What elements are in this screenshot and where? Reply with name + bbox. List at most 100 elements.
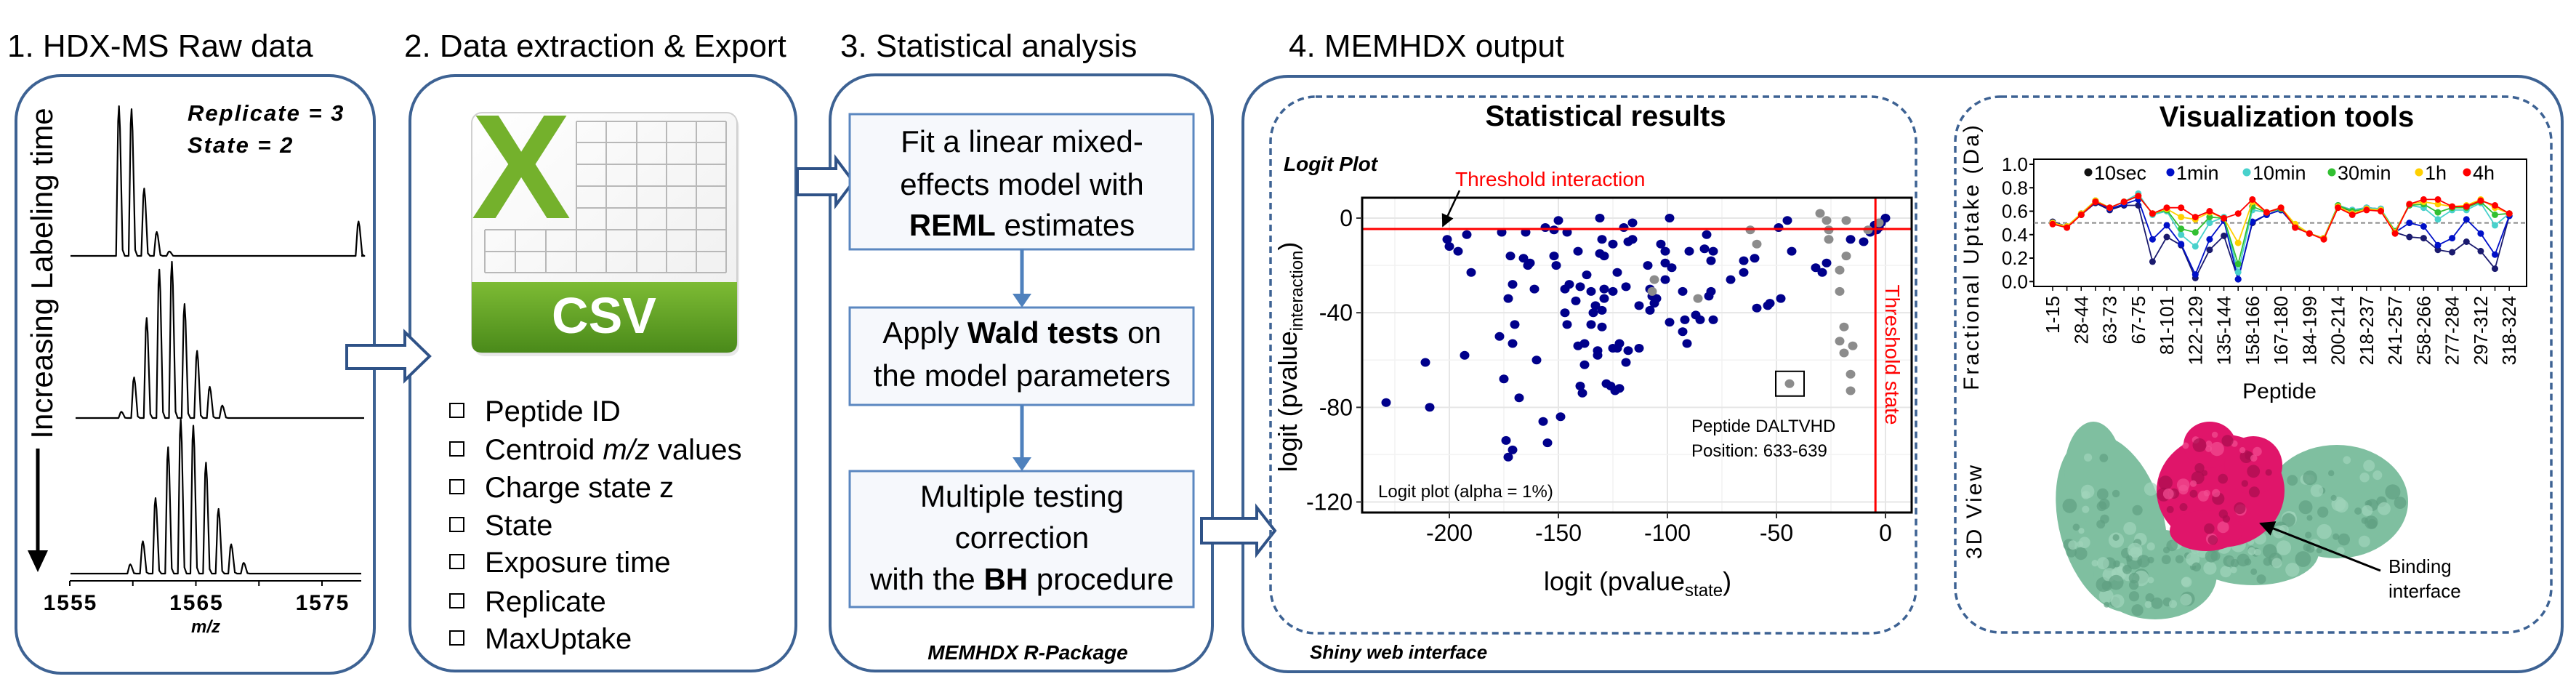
surface-bump xyxy=(2239,447,2246,454)
data-point xyxy=(1678,286,1688,296)
x-tick-label: 1-15 xyxy=(2042,296,2064,334)
data-point xyxy=(1706,256,1716,265)
series-point xyxy=(2206,246,2213,254)
surface-bump xyxy=(2230,566,2237,574)
surface-bump xyxy=(2310,484,2324,497)
data-point xyxy=(1582,270,1592,280)
series-point xyxy=(2178,204,2185,212)
data-point xyxy=(1531,355,1542,365)
mz-tick-label: 1555 xyxy=(44,591,98,615)
data-point xyxy=(1540,223,1550,232)
x-tick-label: 258-266 xyxy=(2412,296,2434,365)
csv-icon-text: CSV xyxy=(552,287,656,344)
surface-bump xyxy=(2096,501,2107,512)
surface-bump xyxy=(2158,475,2173,490)
x-tick-label: 63-73 xyxy=(2099,296,2121,345)
data-point xyxy=(1599,252,1609,261)
series-point xyxy=(2434,201,2442,208)
surface-bump xyxy=(2204,523,2215,534)
r-package-label: MEMHDX R-Package xyxy=(927,641,1127,664)
data-point xyxy=(1695,315,1705,324)
legend-label: 1min xyxy=(2176,162,2219,184)
series-point xyxy=(2206,208,2213,214)
mz-tick-label: 1575 xyxy=(296,591,350,615)
threshold-state-label: Threshold state xyxy=(1881,285,1904,425)
data-point xyxy=(1555,412,1566,422)
surface-bump xyxy=(2128,572,2140,584)
data-point xyxy=(1597,305,1607,315)
data-point xyxy=(1660,258,1670,268)
flow-arrow-3-to-4 xyxy=(1200,503,1277,558)
surface-bump xyxy=(2182,442,2189,449)
data-point xyxy=(1381,398,1391,407)
shiny-interface-label: Shiny web interface xyxy=(1310,641,1487,663)
surface-bump xyxy=(2330,494,2337,502)
data-point xyxy=(1824,235,1834,244)
data-point xyxy=(1553,216,1563,225)
data-point xyxy=(1680,315,1690,324)
panel2-title: 2. Data extraction & Export xyxy=(404,28,786,64)
y-tick-label: 0.4 xyxy=(2002,224,2028,246)
surface-bump xyxy=(2162,489,2174,499)
surface-bump xyxy=(2210,441,2224,457)
data-point xyxy=(1614,339,1625,348)
surface-bump xyxy=(2205,550,2218,563)
series-point xyxy=(2434,196,2442,203)
visualization-tools-title: Visualization tools xyxy=(2160,101,2414,133)
surface-bump xyxy=(2220,566,2232,578)
field-label: Peptide ID xyxy=(485,395,621,427)
surface-bump xyxy=(2203,489,2210,497)
surface-bump xyxy=(2123,522,2137,535)
surface-bump xyxy=(2128,591,2140,602)
data-point xyxy=(1497,228,1507,237)
surface-bump xyxy=(2338,533,2350,546)
series-point xyxy=(2449,249,2456,256)
checkbox-icon xyxy=(449,554,464,569)
step-line: the model parameters xyxy=(874,358,1171,393)
data-point xyxy=(1643,261,1653,270)
surface-bump xyxy=(2250,454,2258,462)
data-point xyxy=(1822,258,1832,268)
surface-bump xyxy=(2078,528,2085,534)
data-point xyxy=(1765,299,1775,308)
state-label: State = 2 xyxy=(188,132,294,158)
surface-bump xyxy=(2298,500,2313,515)
data-point xyxy=(1525,258,1535,268)
surface-bump xyxy=(2362,505,2373,516)
series-point xyxy=(2234,276,2242,283)
y-tick-label: 0.8 xyxy=(2002,177,2028,198)
threshold-pointer-arrow xyxy=(1441,190,1461,228)
alpha-note: Logit plot (alpha = 1%) xyxy=(1378,482,1553,502)
checkbox-icon xyxy=(449,517,464,532)
data-point xyxy=(1750,254,1760,263)
data-point xyxy=(1880,214,1891,222)
x-tick-label: 122-129 xyxy=(2184,296,2206,365)
highlight-box xyxy=(1775,370,1805,397)
data-point xyxy=(1442,235,1452,244)
series-point xyxy=(2234,239,2242,246)
series-point xyxy=(2492,265,2498,273)
data-point xyxy=(1499,374,1509,384)
data-point xyxy=(1815,209,1825,218)
surface-bump xyxy=(2217,521,2229,534)
field-item: Charge state z xyxy=(449,472,674,504)
surface-bump xyxy=(2181,576,2191,587)
data-point xyxy=(1846,235,1856,244)
surface-bump xyxy=(2179,503,2188,511)
surface-bump xyxy=(2161,555,2171,565)
flow-arrow-1-to-2-overlay xyxy=(345,329,432,384)
surface-bump xyxy=(2363,459,2375,472)
series-point xyxy=(2406,233,2413,241)
x-tick-label: 200-214 xyxy=(2327,296,2349,365)
fractional-uptake-plot: 0.00.20.40.6 0.81.0 1-15 28-44 63-73 67-75 81-… xyxy=(1960,123,2527,403)
series-point xyxy=(2163,222,2170,229)
data-point xyxy=(1420,358,1430,367)
data-point xyxy=(1510,320,1520,329)
series-point xyxy=(2178,231,2185,238)
surface-bump xyxy=(2378,502,2391,515)
surface-bump xyxy=(2306,515,2313,521)
data-point xyxy=(1841,216,1851,225)
legend-marker xyxy=(2166,168,2175,177)
statistical-results-box xyxy=(1269,95,1917,635)
surface-bump xyxy=(2247,465,2261,478)
